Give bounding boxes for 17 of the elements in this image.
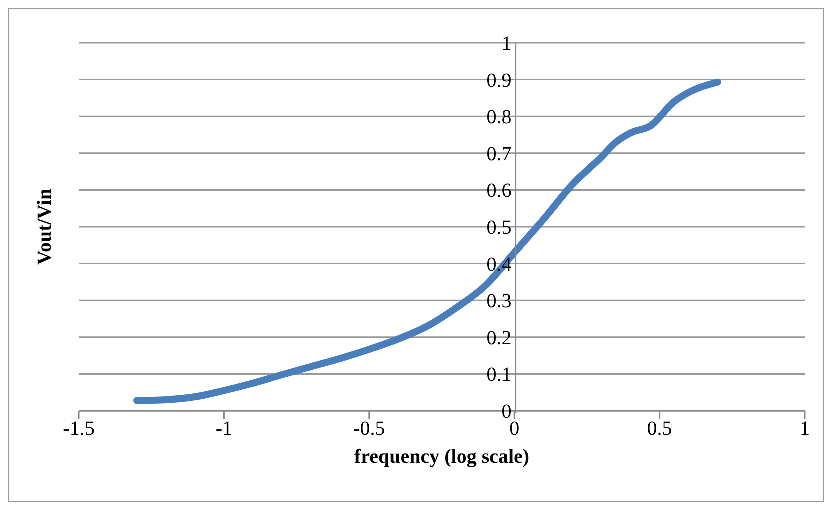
y-tick-label: 0.7 [486, 143, 512, 166]
x-tick-label: 0.5 [647, 418, 672, 440]
y-tick-label: 0.2 [486, 327, 512, 350]
y-axis-title: Vout/Vin [34, 188, 56, 266]
x-tick-label: -1.5 [63, 418, 95, 440]
x-axis-title: frequency (log scale) [354, 446, 530, 468]
x-tick-label: -1 [216, 418, 233, 440]
y-tick-label: 0.3 [486, 290, 512, 313]
y-tick-label: 1 [502, 33, 512, 55]
y-tick-label: 0.1 [486, 364, 512, 386]
y-tick-label: 0.8 [486, 106, 512, 129]
y-tick-label: 0.6 [486, 180, 512, 202]
y-tick-label: 0 [502, 401, 512, 423]
y-tick-label: 0.5 [486, 217, 512, 239]
x-tick-label: -0.5 [354, 418, 386, 440]
x-tick-label: 1 [800, 418, 810, 440]
y-tick-label: 0.9 [486, 70, 512, 92]
